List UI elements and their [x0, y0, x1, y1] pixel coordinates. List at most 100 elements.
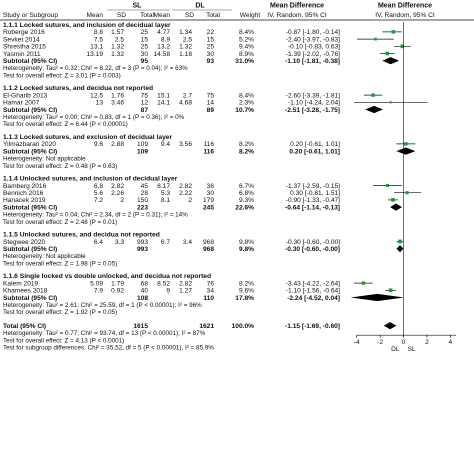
subtotal-dl-total: 245 — [203, 204, 214, 211]
sl-total-value: 25 — [141, 44, 149, 51]
study-name: Sevket 2014 — [3, 36, 40, 43]
sl-mean-value: 6.4 — [94, 239, 103, 246]
sl-mean-value: 5.09 — [90, 280, 103, 287]
dl-total-value: 30 — [207, 51, 215, 58]
dl-mean-value: 8.17 — [157, 183, 170, 190]
weight-value: 8.4% — [239, 92, 254, 99]
subtotal-label: Subtotal (95% CI) — [3, 246, 57, 253]
header-dl-mean: Mean — [154, 12, 171, 19]
dl-sd-value: 2.82 — [179, 183, 192, 190]
header-weight: Weight — [240, 12, 261, 19]
total-diamond — [383, 322, 397, 330]
subtotal-weight: 10.7% — [235, 107, 254, 114]
x-tick-label: 4 — [448, 339, 452, 346]
dl-mean-value: 15.1 — [157, 92, 170, 99]
study-name: Shrestha 2015 — [3, 44, 46, 51]
sl-total-value: 109 — [137, 141, 148, 148]
effect-square — [388, 288, 393, 293]
subtotal-ci-text: -2.24 [-4.52, 0.04] — [287, 295, 340, 302]
subtotal-dl-total: 89 — [207, 107, 215, 114]
sl-mean-value: 13.19 — [86, 51, 103, 58]
dl-mean-value: 8.52 — [157, 280, 170, 287]
header-dl-total: Total — [206, 12, 220, 19]
study-name: Kalem 2019 — [3, 280, 39, 287]
overall-effect-text: Test for overall effect: Z = 0.48 (P = 0… — [3, 163, 117, 170]
header-sl-total: Total — [140, 12, 154, 19]
subtotal-ci-text: 0.20 [-0.61, 1.01] — [289, 148, 340, 155]
subtotal-label: Subtotal (95% CI) — [3, 58, 57, 65]
dl-sd-value: 3.56 — [179, 141, 192, 148]
sl-mean-value: 5.6 — [94, 190, 103, 197]
sl-mean-value: 7.9 — [94, 288, 103, 295]
weight-value: 9.3% — [239, 197, 254, 204]
header-group-dl: DL — [195, 3, 205, 10]
dl-mean-value: 5.3 — [161, 190, 170, 197]
effect-square — [400, 44, 405, 49]
effect-square — [389, 101, 392, 104]
subtotal-dl-total: 968 — [203, 246, 214, 253]
study-name: Yasmin 2011 — [3, 51, 41, 58]
sl-mean-value: 7.5 — [94, 36, 103, 43]
heterogeneity-text: Heterogeneity: Tau² = 0.32; Chi² = 8.22,… — [3, 65, 188, 72]
dl-total-value: 15 — [207, 36, 215, 43]
dl-total-value: 34 — [207, 288, 215, 295]
total-weight: 100.0% — [232, 323, 255, 330]
sl-sd-value: 1.32 — [111, 51, 124, 58]
weight-value: 5.2% — [239, 36, 254, 43]
subgroup-title: 1.1.1 Locked sutures, and inclusion of d… — [3, 22, 171, 29]
dl-sd-value: 2 — [188, 197, 192, 204]
sl-mean-value: 9.6 — [94, 141, 103, 148]
dl-sd-value: 1.32 — [179, 44, 192, 51]
overall-effect-text: Test for overall effect: Z = 1.92 (P = 0… — [3, 309, 117, 316]
sl-sd-value: 0.92 — [111, 288, 124, 295]
x-axis-right-label: SL — [408, 346, 416, 353]
total-heterogeneity-text: Heterogeneity: Tau² = 0.77; Chi² = 93.74… — [3, 330, 206, 337]
dl-total-value: 968 — [203, 239, 214, 246]
sl-mean-value: 8.8 — [94, 29, 103, 36]
sl-total-value: 40 — [141, 288, 149, 295]
subgroup-title: 1.1.4 Unlocked sutures, and inclusion of… — [3, 176, 178, 183]
sl-total-value: 12 — [141, 100, 149, 107]
subtotal-diamond — [365, 105, 384, 114]
subtotal-sl-total: 223 — [137, 204, 148, 211]
weight-value: 9.8% — [239, 239, 254, 246]
heterogeneity-text: Heterogeneity: Tau² = 0.04; Chi² = 2.34,… — [3, 212, 188, 219]
header-md-sub-left: IV, Random, 95% CI — [267, 12, 327, 19]
x-tick-label: -2 — [377, 339, 383, 346]
dl-sd-value: 2.5 — [183, 36, 192, 43]
subtotal-sl-total: 109 — [137, 148, 148, 155]
dl-total-value: 14 — [207, 100, 215, 107]
sl-mean-value: 13.1 — [90, 44, 103, 51]
ci-text: -3.43 [-4.22, -2.64] — [286, 280, 340, 287]
ci-text: -1.39 [-2.02, -0.76] — [286, 51, 340, 58]
total-sl-total: 1615 — [133, 323, 148, 330]
x-axis-left-label: DL — [391, 346, 400, 353]
dl-mean-value: 14.1 — [157, 100, 170, 107]
effect-square — [404, 142, 408, 146]
dl-sd-value: 1.27 — [179, 288, 192, 295]
dl-total-value: 36 — [207, 183, 215, 190]
subtotal-label: Subtotal (95% CI) — [3, 295, 57, 302]
subgroup-differences-text: Test for subgroup differences: Chi² = 35… — [3, 345, 214, 352]
dl-sd-value: 2.82 — [179, 280, 192, 287]
subgroup-title: 1.1.2 Locked sutures, and decidua not re… — [3, 85, 153, 92]
x-tick-label: -4 — [354, 339, 360, 346]
dl-total-value: 25 — [207, 44, 215, 51]
subtotal-sl-total: 87 — [141, 107, 149, 114]
subtotal-label: Subtotal (95% CI) — [3, 148, 57, 155]
header-md-sub-right: IV, Random, 95% CI — [375, 12, 435, 19]
weight-value: 8.4% — [239, 29, 254, 36]
ci-text: -0.10 [-0.83, 0.63] — [288, 44, 340, 51]
sl-mean-value: 12.5 — [90, 92, 103, 99]
ci-text: -0.87 [-1.80, -0.14] — [286, 29, 340, 36]
dl-total-value: 116 — [203, 141, 214, 148]
weight-value: 6.8% — [239, 190, 254, 197]
sl-sd-value: 2.88 — [111, 141, 124, 148]
effect-square — [385, 51, 390, 56]
dl-mean-value: 14.58 — [153, 51, 170, 58]
subtotal-ci-text: -2.51 [-3.28, -1.75] — [285, 107, 340, 114]
overall-effect-text: Test for overall effect: Z = 6.44 (P < 0… — [3, 121, 128, 128]
sl-mean-value: 7.2 — [94, 197, 103, 204]
study-name: El-Gharib 2013 — [3, 92, 48, 99]
